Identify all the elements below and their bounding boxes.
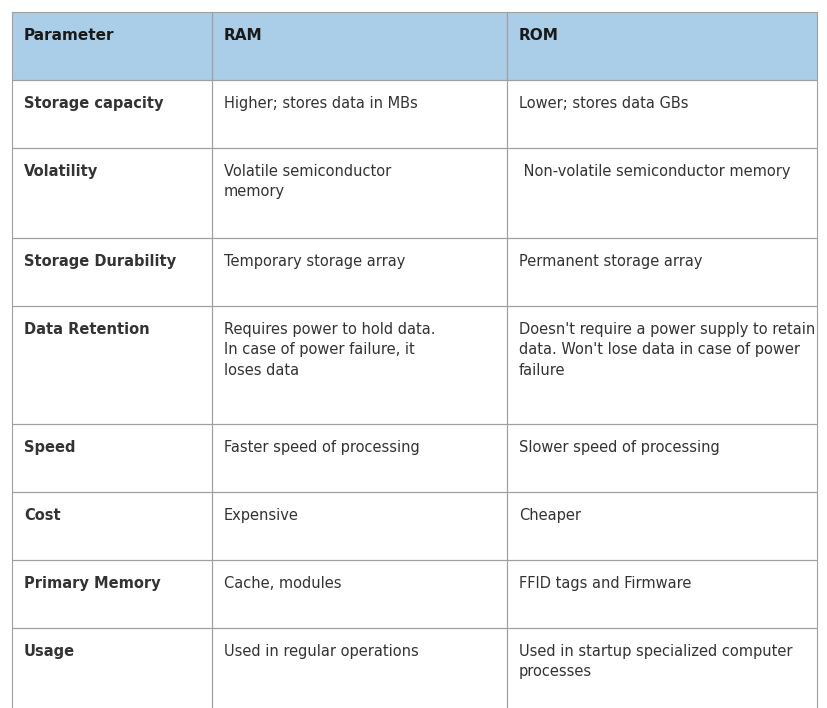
Text: Temporary storage array: Temporary storage array [224,254,405,269]
Text: Usage: Usage [24,644,75,659]
Text: Storage capacity: Storage capacity [24,96,164,111]
Text: FFID tags and Firmware: FFID tags and Firmware [519,576,691,591]
Bar [12,492,212,560]
Bar [507,492,817,560]
Bar [212,148,507,238]
Bar [12,306,212,424]
Bar [507,560,817,628]
Text: Permanent storage array: Permanent storage array [519,254,702,269]
Bar [212,560,507,628]
Bar [12,492,212,560]
Bar [507,238,817,306]
Bar [507,628,817,708]
Bar [212,306,507,424]
Bar [212,560,507,628]
Bar [507,238,817,306]
Bar [12,238,212,306]
Bar [507,424,817,492]
Bar [12,148,212,238]
Text: Cost: Cost [24,508,60,523]
Bar [212,492,507,560]
Bar [212,238,507,306]
Bar [12,12,212,80]
Bar [507,628,817,708]
Bar [507,306,817,424]
Bar [212,148,507,238]
Text: Parameter: Parameter [24,28,114,43]
Text: Requires power to hold data.
In case of power failure, it
loses data: Requires power to hold data. In case of … [224,322,436,378]
Bar [12,560,212,628]
Bar [212,424,507,492]
Bar [212,492,507,560]
Bar [212,12,507,80]
Text: Faster speed of processing: Faster speed of processing [224,440,420,455]
Bar [507,80,817,148]
Bar [507,306,817,424]
Bar [507,424,817,492]
Bar [507,560,817,628]
Bar [12,424,212,492]
Bar [12,80,212,148]
Text: Doesn't require a power supply to retain
data. Won't lose data in case of power
: Doesn't require a power supply to retain… [519,322,815,378]
Bar [507,80,817,148]
Bar [212,80,507,148]
Text: Speed: Speed [24,440,75,455]
Text: Volatility: Volatility [24,164,98,179]
Bar [212,628,507,708]
Bar [12,306,212,424]
Bar [212,80,507,148]
Bar [12,628,212,708]
Text: Primary Memory: Primary Memory [24,576,160,591]
Text: Data Retention: Data Retention [24,322,150,337]
Text: Cheaper: Cheaper [519,508,581,523]
Bar [12,424,212,492]
Text: Storage Durability: Storage Durability [24,254,176,269]
Text: Used in startup specialized computer
processes: Used in startup specialized computer pro… [519,644,792,680]
Text: RAM: RAM [224,28,263,43]
Bar [507,148,817,238]
Bar [12,12,212,80]
Bar [212,12,507,80]
Text: Expensive: Expensive [224,508,299,523]
Text: ROM: ROM [519,28,559,43]
Bar [507,492,817,560]
Bar [212,306,507,424]
Bar [12,148,212,238]
Text: Higher; stores data in MBs: Higher; stores data in MBs [224,96,418,111]
Text: Cache, modules: Cache, modules [224,576,342,591]
Bar [507,12,817,80]
Text: Slower speed of processing: Slower speed of processing [519,440,719,455]
Bar [507,12,817,80]
Bar [12,238,212,306]
Text: Non-volatile semiconductor memory: Non-volatile semiconductor memory [519,164,791,179]
Bar [212,424,507,492]
Text: Used in regular operations: Used in regular operations [224,644,418,659]
Bar [12,560,212,628]
Bar [12,628,212,708]
Text: Volatile semiconductor
memory: Volatile semiconductor memory [224,164,391,200]
Bar [212,238,507,306]
Bar [507,148,817,238]
Bar [12,80,212,148]
Bar [212,628,507,708]
Text: Lower; stores data GBs: Lower; stores data GBs [519,96,689,111]
